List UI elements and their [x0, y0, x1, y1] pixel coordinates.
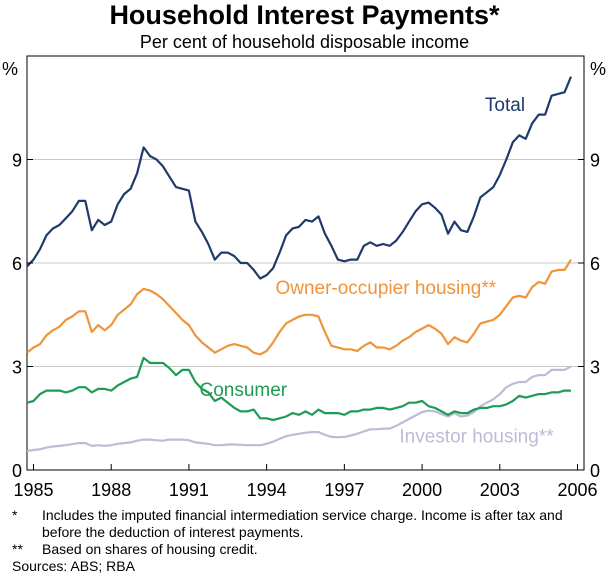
y-tick-label: 9	[12, 151, 22, 171]
y-tick-label: 9	[590, 151, 600, 171]
series-line	[26, 259, 572, 356]
series-line	[26, 76, 573, 280]
series-labels: Total Owner-occupier housing** Consumer Inv…	[199, 95, 554, 447]
x-tick-label: 1991	[169, 480, 209, 500]
x-tick-label: 2000	[402, 480, 442, 500]
x-tick-label: 1997	[324, 480, 364, 500]
x-tick-label: 1988	[91, 480, 131, 500]
series-label: Owner-occupier housing**	[275, 278, 496, 299]
series-label: Total	[485, 95, 525, 116]
x-tick-label: 1994	[247, 480, 287, 500]
series-lines	[26, 76, 573, 453]
footnote: ** Based on shares of housing credit.	[12, 541, 587, 558]
y-tick-label: 0	[12, 461, 22, 481]
footnote: * Includes the imputed financial interme…	[12, 507, 587, 541]
x-tick-label: 1985	[13, 480, 53, 500]
y-tick-label: 0	[590, 461, 600, 481]
footnote-mark: *	[12, 507, 18, 523]
y-axis-unit-right: %	[590, 59, 606, 79]
series-label: Investor housing**	[399, 426, 554, 447]
y-tick-label: 3	[590, 358, 600, 378]
footnote-text: Includes the imputed financial intermedi…	[42, 507, 563, 540]
footnote-text: Based on shares of housing credit.	[42, 541, 258, 557]
sources: Sources: ABS; RBA	[12, 558, 135, 574]
y-tick-label: 6	[590, 254, 600, 274]
y-tick-label: 6	[12, 254, 22, 274]
grid	[27, 159, 584, 367]
y-tick-label: 3	[12, 358, 22, 378]
chart-subtitle: Per cent of household disposable income	[139, 32, 470, 52]
chart-title: Household Interest Payments*	[109, 0, 500, 30]
footnotes: * Includes the imputed financial interme…	[12, 507, 587, 575]
x-tick-label: 2003	[480, 480, 520, 500]
x-axis-ticks: 1985 1988 1991 1994 1997 2000 2003 2006	[13, 464, 598, 500]
y-axis-unit-left: %	[2, 59, 18, 79]
y-axis-ticks: 0 0 3 3 6 6 9 9	[12, 151, 600, 482]
series-line	[26, 365, 572, 453]
series-label: Consumer	[199, 380, 287, 401]
x-tick-label: 2006	[557, 480, 597, 500]
series-line	[26, 356, 571, 422]
footnote-mark: **	[12, 541, 23, 557]
line-chart: 0 0 3 3 6 6 9 9 1985 1988 1991 1994 1997 2000 2003 200…	[2, 55, 606, 500]
